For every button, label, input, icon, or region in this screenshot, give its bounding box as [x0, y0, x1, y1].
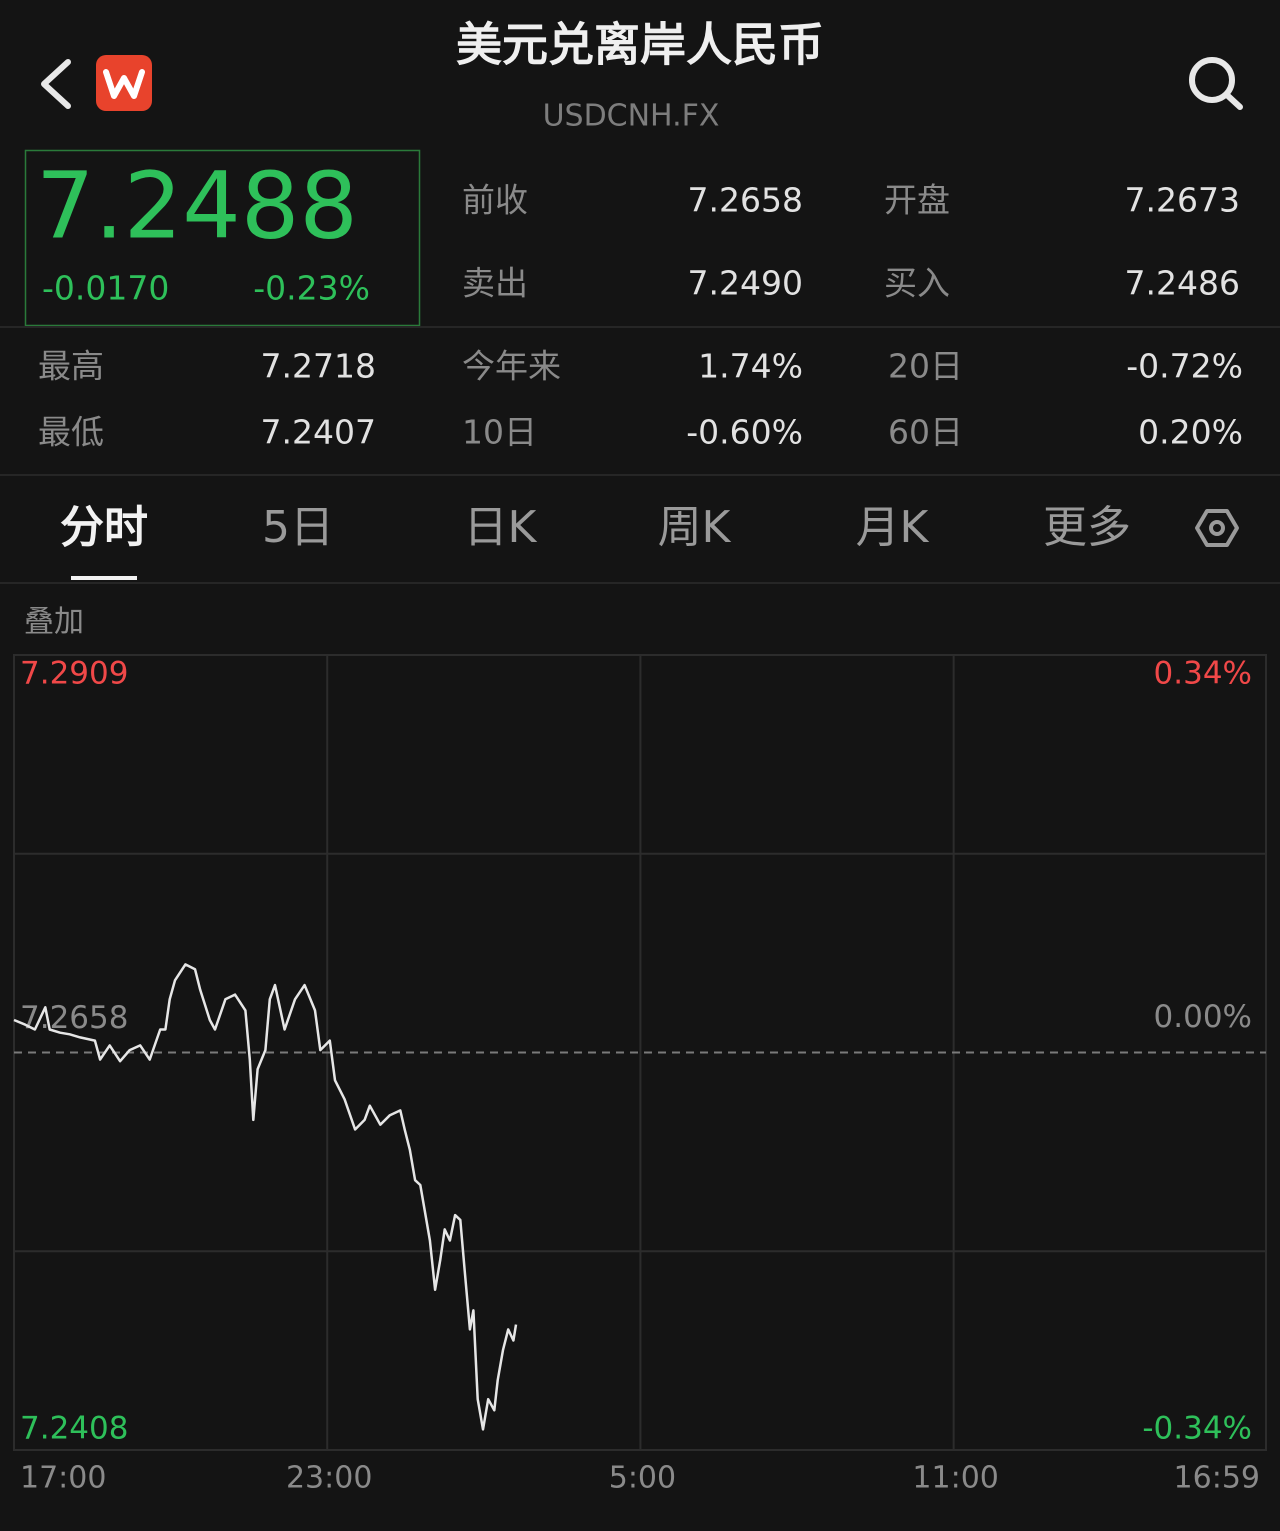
stat-label: 今年来: [462, 347, 561, 386]
stat-label: 最高: [38, 347, 104, 386]
app-logo[interactable]: [96, 55, 152, 111]
stat-value: 7.2673: [1125, 181, 1240, 220]
stat-value: -0.60%: [686, 413, 803, 452]
y-tick-label: 7.2658: [20, 1000, 128, 1036]
stat-label: 10日: [462, 413, 537, 452]
x-tick-label: 11:00: [912, 1461, 998, 1496]
stat-value: 7.2490: [688, 264, 803, 303]
stat-value: 7.2486: [1125, 264, 1240, 303]
stat-label: 前收: [462, 181, 528, 220]
percent-change: -0.23%: [253, 269, 370, 308]
y-tick-label: 7.2408: [20, 1411, 128, 1447]
tab[interactable]: 5日: [262, 502, 334, 553]
back-button[interactable]: [41, 59, 71, 109]
y2-tick-label: -0.34%: [1142, 1411, 1252, 1447]
stat-label: 买入: [884, 264, 950, 303]
stat-label: 卖出: [462, 264, 528, 303]
stat-value: 0.20%: [1138, 413, 1243, 452]
tab[interactable]: 日K: [464, 502, 538, 553]
y2-tick-label: 0.34%: [1154, 656, 1252, 692]
settings-icon: [1195, 509, 1239, 547]
quote-box: [24, 149, 421, 327]
stat-value: 1.74%: [698, 347, 803, 386]
overlay-button[interactable]: 叠加: [24, 605, 84, 640]
search-button[interactable]: [1189, 57, 1243, 110]
stats-grid: 前收 7.2658 开盘 7.2673 卖出 7.2490 买入 7.2486 最高 7.2718…: [38, 181, 1243, 452]
search-icon: [1189, 57, 1235, 103]
stat-value: 7.2407: [261, 413, 376, 452]
stat-value: 7.2718: [261, 347, 376, 386]
stat-label: 开盘: [884, 181, 950, 220]
x-tick-label: 16:59: [1174, 1461, 1260, 1496]
stat-value: 7.2658: [688, 181, 803, 220]
stat-value: -0.72%: [1126, 347, 1243, 386]
x-tick-label: 17:00: [20, 1461, 106, 1496]
x-tick-label: 5:00: [609, 1461, 676, 1496]
x-tick-label: 23:00: [286, 1461, 372, 1496]
last-price: 7.2488: [36, 152, 358, 259]
y2-tick-label: 0.00%: [1154, 999, 1252, 1035]
tab[interactable]: 更多: [1043, 502, 1131, 553]
price-line: [13, 963, 518, 1431]
page-title: 美元兑离岸人民币: [456, 18, 824, 72]
tab[interactable]: 分时: [60, 502, 148, 553]
settings-icon-center: [1209, 520, 1225, 536]
settings-button[interactable]: [1195, 509, 1239, 547]
stat-label: 60日: [888, 413, 963, 452]
logo-mark: [103, 69, 145, 99]
tab[interactable]: 月K: [856, 502, 930, 553]
stat-label: 20日: [888, 347, 963, 386]
tab[interactable]: 周K: [658, 502, 732, 553]
search-icon-handle: [1224, 92, 1243, 110]
y-tick-label: 7.2909: [20, 656, 128, 692]
intraday-chart: 17:00 23:00 5:00 11:00 16:59 -0.34% 0.00% 0.34%…: [13, 654, 1267, 1496]
stat-label: 最低: [38, 413, 104, 452]
symbol-code: USDCNH.FX: [543, 99, 720, 134]
price-change: -0.0170: [42, 269, 169, 308]
tab-bar: 分时 5日 日K 周K 月K 更多: [60, 502, 1131, 553]
